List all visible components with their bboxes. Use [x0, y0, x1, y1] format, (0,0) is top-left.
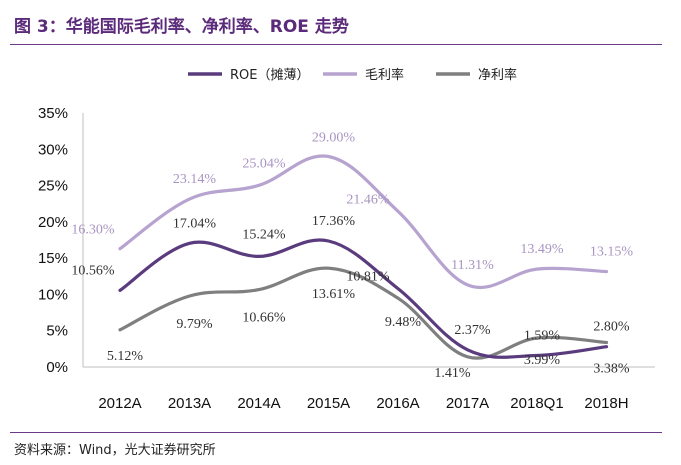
data-label-roe: 17.04% [173, 216, 217, 231]
y-tick-label: 5% [46, 323, 68, 340]
data-label-net: 3.38% [593, 361, 630, 376]
title-rule [10, 44, 662, 45]
chart-data-labels: 16.30% 23.14% 25.04% 29.00% 21.46% 11.31% 13.4… [71, 131, 633, 381]
source-note: 资料来源：Wind，光大证券研究所 [14, 443, 216, 458]
data-label-gross: 13.15% [590, 245, 634, 260]
data-label-gross: 29.00% [312, 131, 356, 146]
series-line-gross [118, 154, 609, 290]
data-label-roe: 2.80% [593, 320, 630, 335]
y-tick-label: 0% [46, 359, 68, 376]
x-tick-label: 2018Q1 [510, 395, 563, 412]
chart-series [118, 154, 609, 360]
chart-legend: ROE（摊薄） 毛利率 净利率 [188, 67, 517, 83]
y-tick-label: 25% [38, 178, 68, 195]
data-label-net: 5.12% [107, 349, 144, 364]
data-label-gross: 16.30% [71, 223, 115, 238]
x-tick-label: 2015A [307, 395, 350, 412]
data-label-gross: 21.46% [346, 192, 390, 207]
data-label-net: 1.41% [434, 366, 471, 381]
data-label-roe: 17.36% [312, 214, 356, 229]
data-label-roe: 15.24% [242, 227, 286, 242]
y-tick-label: 30% [38, 141, 68, 158]
series-line-net [118, 266, 609, 360]
x-tick-label: 2018H [584, 395, 628, 412]
y-tick-label: 20% [38, 214, 68, 231]
legend-label-gross: 毛利率 [365, 67, 404, 83]
data-label-gross: 23.14% [173, 172, 217, 187]
data-label-net: 3.99% [524, 353, 561, 368]
data-label-net: 13.61% [312, 287, 356, 302]
data-label-gross: 25.04% [242, 156, 286, 171]
y-tick-label: 10% [38, 286, 68, 303]
x-tick-label: 2013A [168, 395, 211, 412]
y-tick-label: 35% [38, 105, 68, 122]
legend-label-roe: ROE（摊薄） [230, 68, 309, 83]
data-label-gross: 13.49% [520, 242, 564, 257]
data-label-roe: 10.81% [346, 270, 390, 285]
data-label-gross: 11.31% [451, 258, 494, 273]
series-line-roe [118, 238, 609, 359]
data-label-roe: 2.37% [454, 323, 491, 338]
x-tick-label: 2016A [376, 395, 419, 412]
data-label-roe: 10.56% [71, 263, 115, 278]
figure-title: 图 3：华能国际毛利率、净利率、ROE 走势 [14, 17, 349, 37]
y-tick-label: 15% [38, 250, 68, 267]
source-rule [10, 432, 662, 433]
legend-label-net: 净利率 [478, 67, 517, 83]
data-label-net: 9.48% [385, 315, 422, 330]
data-label-net: 10.66% [242, 311, 286, 326]
x-tick-label: 2012A [98, 395, 141, 412]
chart-axes: 0% 5% 10% 15% 20% 25% 30% 35% 2012A 2013A 2014A 201… [38, 105, 655, 412]
x-tick-label: 2017A [446, 395, 489, 412]
x-tick-label: 2014A [237, 395, 280, 412]
data-label-roe: 1.59% [524, 328, 561, 343]
data-label-net: 9.79% [176, 317, 213, 332]
